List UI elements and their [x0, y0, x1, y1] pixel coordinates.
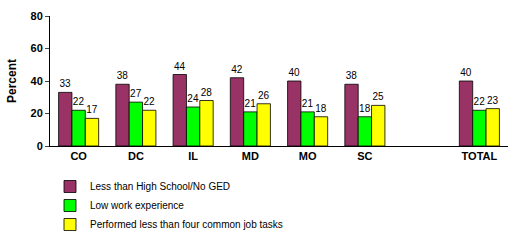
- svg-text:18: 18: [359, 103, 371, 114]
- svg-text:23: 23: [487, 95, 499, 106]
- svg-text:40: 40: [288, 67, 300, 78]
- svg-text:22: 22: [73, 96, 85, 107]
- svg-text:Performed less than four commo: Performed less than four common job task…: [90, 219, 283, 230]
- svg-text:MO: MO: [299, 150, 317, 162]
- svg-text:Low work experience: Low work experience: [90, 200, 184, 211]
- svg-text:33: 33: [59, 78, 71, 89]
- svg-text:Less than High School/No GED: Less than High School/No GED: [90, 181, 230, 192]
- svg-text:44: 44: [174, 61, 186, 72]
- svg-text:IL: IL: [188, 150, 198, 162]
- svg-text:SC: SC: [357, 150, 372, 162]
- svg-text:40: 40: [460, 67, 472, 78]
- svg-text:21: 21: [302, 98, 314, 109]
- svg-text:TOTAL: TOTAL: [462, 150, 498, 162]
- svg-text:42: 42: [231, 64, 243, 75]
- svg-text:26: 26: [258, 90, 270, 101]
- svg-text:18: 18: [315, 103, 327, 114]
- svg-text:80: 80: [31, 10, 43, 22]
- svg-text:MD: MD: [242, 150, 259, 162]
- svg-text:38: 38: [346, 70, 358, 81]
- svg-text:24: 24: [187, 93, 199, 104]
- svg-text:17: 17: [86, 104, 98, 115]
- svg-text:Percent: Percent: [5, 59, 19, 103]
- svg-text:21: 21: [245, 98, 257, 109]
- svg-text:60: 60: [31, 42, 43, 54]
- svg-text:27: 27: [130, 88, 142, 99]
- svg-text:DC: DC: [128, 150, 144, 162]
- svg-text:22: 22: [474, 96, 486, 107]
- svg-text:38: 38: [117, 70, 129, 81]
- svg-text:40: 40: [31, 75, 43, 87]
- svg-text:22: 22: [143, 96, 155, 107]
- svg-text:28: 28: [201, 87, 213, 98]
- svg-text:0: 0: [37, 140, 43, 152]
- svg-text:CO: CO: [70, 150, 87, 162]
- svg-text:20: 20: [31, 107, 43, 119]
- svg-text:25: 25: [372, 91, 384, 102]
